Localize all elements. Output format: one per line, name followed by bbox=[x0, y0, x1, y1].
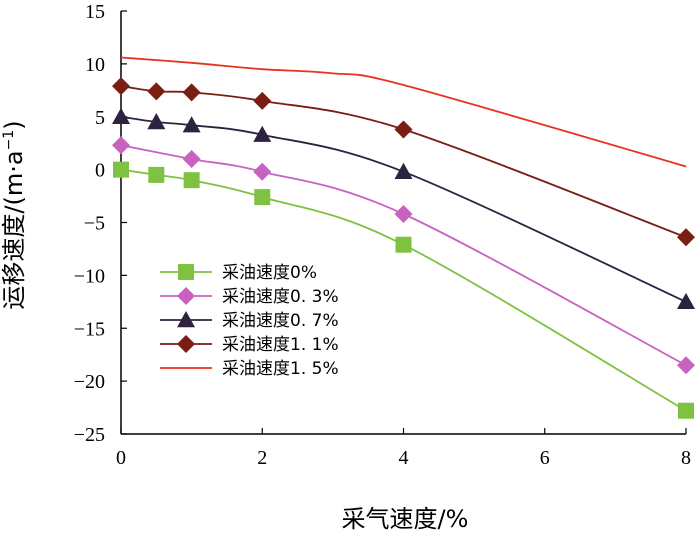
y-axis-title-close: ) bbox=[0, 120, 28, 129]
data-point bbox=[678, 402, 694, 419]
data-point bbox=[183, 172, 200, 189]
axes: 15 10 5 0 −5 −10 −15 −20 −25 0 2 4 6 8 bbox=[74, 1, 691, 469]
data-point bbox=[182, 150, 201, 169]
x-tick-label: 6 bbox=[540, 447, 550, 469]
legend-marker bbox=[177, 335, 195, 353]
y-tick-label: −25 bbox=[74, 424, 105, 446]
data-point bbox=[253, 162, 272, 181]
legend-label: 采油速度0% bbox=[222, 263, 317, 283]
series-group bbox=[112, 136, 695, 375]
data-point bbox=[394, 120, 413, 139]
data-point bbox=[112, 77, 130, 96]
legend: 采油速度0% 采油速度0. 3% 采油速度0. 7% 采油速度1. 1% 采油速度1. … bbox=[160, 263, 339, 379]
data-point bbox=[182, 83, 201, 102]
data-point bbox=[182, 116, 201, 133]
legend-label: 采油速度1. 5% bbox=[222, 359, 339, 379]
legend-marker bbox=[178, 264, 194, 280]
data-point bbox=[677, 292, 695, 310]
legend-marker bbox=[177, 287, 195, 305]
data-point bbox=[394, 205, 413, 224]
x-axis-title: 采气速度/% bbox=[342, 505, 469, 533]
data-point bbox=[253, 91, 272, 110]
y-axis-title-sup: −1 bbox=[1, 130, 17, 151]
data-point bbox=[677, 356, 695, 375]
legend-label: 采油速度0. 7% bbox=[222, 311, 339, 331]
y-tick-label: 0 bbox=[95, 160, 105, 182]
series-group bbox=[113, 161, 694, 419]
series-group bbox=[112, 77, 695, 247]
data-point bbox=[254, 189, 271, 206]
series-layer bbox=[112, 56, 695, 419]
legend-marker bbox=[177, 311, 195, 328]
data-point bbox=[147, 82, 166, 101]
y-tick-label: 5 bbox=[95, 107, 105, 129]
data-point bbox=[394, 162, 413, 179]
x-tick-label: 4 bbox=[399, 447, 409, 469]
data-point bbox=[395, 236, 412, 253]
data-point bbox=[112, 136, 130, 155]
y-axis-title: 运移速度/(m·a−1) bbox=[0, 120, 28, 309]
data-point bbox=[677, 228, 695, 247]
x-tick-label: 0 bbox=[116, 447, 126, 469]
y-tick-label: 15 bbox=[85, 1, 105, 23]
x-tick-label: 8 bbox=[681, 447, 691, 469]
y-tick-label: −15 bbox=[74, 318, 105, 340]
series-line bbox=[120, 56, 687, 168]
y-tick-label: −20 bbox=[74, 371, 105, 393]
y-tick-label: −5 bbox=[84, 213, 105, 235]
legend-label: 采油速度1. 1% bbox=[222, 335, 339, 355]
data-point bbox=[253, 125, 272, 142]
series-group bbox=[112, 107, 695, 310]
series-group bbox=[120, 56, 687, 168]
y-tick-label: 10 bbox=[85, 54, 105, 76]
x-tick-label: 2 bbox=[257, 447, 267, 469]
data-point bbox=[148, 166, 165, 183]
data-point bbox=[147, 113, 166, 130]
data-point bbox=[113, 161, 129, 178]
y-tick-label: −10 bbox=[74, 265, 105, 287]
data-point bbox=[112, 107, 130, 124]
legend-label: 采油速度0. 3% bbox=[222, 287, 339, 307]
y-axis-title-main: 运移速度/(m·a bbox=[0, 150, 28, 309]
